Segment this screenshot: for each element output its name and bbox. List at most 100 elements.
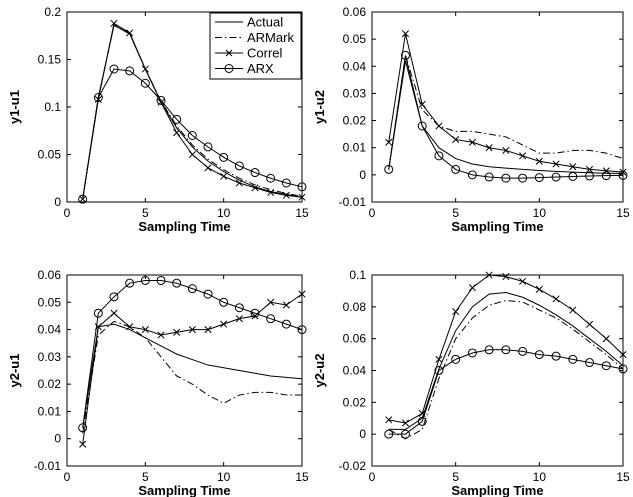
data-point-correl	[401, 419, 410, 427]
x-tick-label: 15	[295, 206, 309, 220]
series-line-arx	[82, 279, 303, 428]
data-point-arx	[534, 173, 544, 183]
data-point-arx	[250, 168, 260, 178]
y-tick-label: 0.03	[38, 350, 62, 364]
y-axis-label: y1-u2	[312, 90, 327, 124]
data-point-correl	[435, 355, 443, 363]
data-point-correl	[385, 138, 393, 146]
y-tick-label: 0.05	[343, 32, 367, 46]
data-point-arx	[518, 173, 528, 183]
y-tick-label: 0.06	[343, 332, 367, 346]
data-point-arx	[297, 325, 307, 335]
data-point-arx	[156, 95, 166, 105]
data-point-correl	[485, 144, 493, 152]
y-tick-label: 0.1	[349, 268, 366, 282]
data-point-arx	[568, 171, 578, 181]
data-point-correl	[267, 188, 275, 197]
data-point-arx	[484, 172, 494, 182]
data-point-correl	[502, 146, 510, 154]
subplot-y2-u2: 0 5 10 15-0.0200.020.040.060.080.1Sampling …	[312, 268, 630, 497]
data-point-arx	[109, 292, 119, 302]
data-point-correl	[485, 271, 493, 279]
data-point-correl	[157, 98, 165, 106]
data-point-correl	[267, 298, 275, 306]
data-point-arx	[417, 416, 427, 426]
subplot-y1-u2: 0 5 10 15-0.0100.010.020.030.040.050.06Samp…	[312, 5, 630, 234]
y-tick-label: 0.02	[38, 377, 62, 391]
y-tick-label: 0.02	[343, 395, 367, 409]
data-point-correl	[110, 309, 118, 317]
legend-label-arx: ARX	[247, 61, 274, 76]
x-tick-label: 5	[452, 470, 459, 484]
data-point-correl	[79, 440, 87, 448]
data-point-correl	[235, 179, 243, 187]
data-point-arx	[585, 171, 595, 181]
y-tick-label: 0.06	[38, 268, 62, 282]
data-point-correl	[535, 285, 543, 293]
data-point-correl	[619, 168, 627, 176]
data-point-correl	[435, 122, 443, 130]
data-point-arx	[234, 161, 244, 171]
data-point-arx	[140, 275, 150, 285]
x-axis-label: Sampling Time	[451, 483, 543, 497]
x-axis-label: Sampling Time	[451, 219, 543, 234]
data-point-arx	[78, 423, 88, 433]
data-point-arx	[187, 131, 197, 140]
data-point-arx	[601, 361, 611, 371]
data-point-correl	[468, 284, 476, 292]
series-line-actual	[388, 292, 624, 430]
data-point-correl	[220, 172, 228, 180]
data-point-correl	[569, 163, 577, 171]
data-point-correl	[519, 277, 527, 285]
legend-label-correl: Correl	[247, 46, 283, 61]
data-point-correl	[298, 193, 306, 201]
y-tick-label: -0.01	[339, 195, 367, 209]
y-tick-label: 0.05	[38, 295, 62, 309]
data-point-correl	[173, 129, 181, 137]
axes-box	[66, 274, 303, 467]
data-point-arx	[219, 297, 229, 307]
data-point-correl	[298, 290, 306, 298]
x-tick-label: 10	[217, 470, 231, 484]
x-axis-label: Sampling Time	[138, 483, 230, 497]
y-tick-label: 0.04	[343, 364, 367, 378]
data-point-arx	[93, 93, 103, 102]
data-point-correl	[418, 100, 426, 108]
x-tick-label: 0	[369, 206, 376, 220]
legend-label-armark: ARMark	[247, 30, 294, 45]
data-point-correl	[282, 191, 290, 199]
data-point-arx	[219, 152, 229, 162]
data-point-correl	[602, 335, 610, 343]
data-point-arx	[601, 171, 611, 181]
data-point-arx	[250, 308, 260, 318]
data-point-correl	[235, 315, 243, 323]
y-tick-label: 0.1	[44, 100, 61, 114]
data-point-correl	[188, 150, 196, 159]
data-point-correl	[385, 416, 393, 424]
data-point-correl	[204, 326, 212, 334]
data-point-arx	[434, 151, 444, 161]
data-point-correl	[282, 301, 290, 309]
data-point-correl	[157, 331, 165, 339]
y-tick-label: -0.02	[339, 459, 367, 473]
data-point-arx	[518, 346, 528, 356]
series-line-armark	[388, 55, 624, 170]
data-point-correl	[220, 320, 228, 328]
data-point-arx	[400, 429, 410, 439]
data-point-arx	[585, 358, 595, 368]
data-point-arx	[400, 50, 410, 60]
y-tick-label: 0.08	[343, 300, 367, 314]
data-point-arx	[384, 164, 394, 174]
y-tick-label: 0.02	[343, 114, 367, 128]
data-point-correl	[619, 351, 627, 359]
data-point-arx	[434, 366, 444, 375]
x-tick-label: 15	[295, 470, 309, 484]
y-tick-label: 0.03	[343, 86, 367, 100]
data-point-correl	[502, 273, 510, 281]
data-point-correl	[602, 167, 610, 175]
y-tick-label: -0.01	[34, 459, 62, 473]
data-point-correl	[204, 164, 212, 172]
data-point-arx	[281, 319, 291, 329]
